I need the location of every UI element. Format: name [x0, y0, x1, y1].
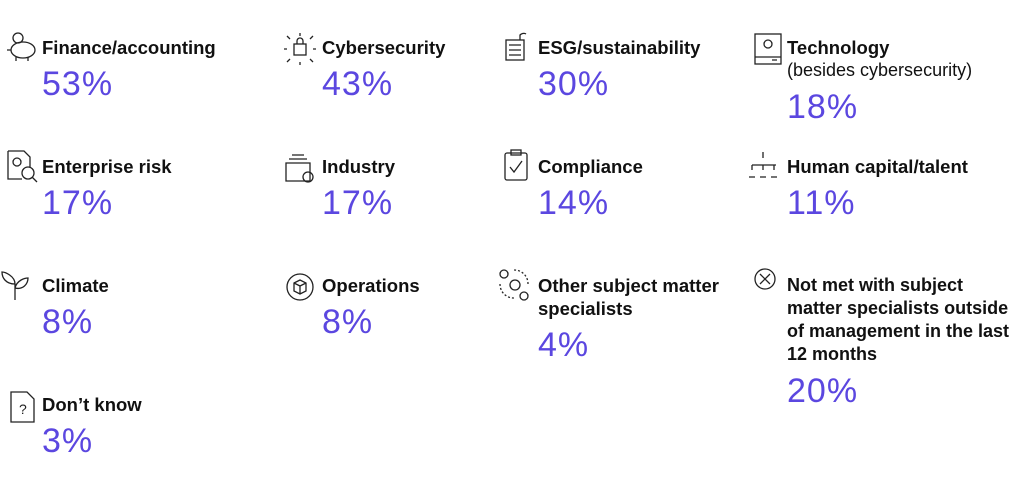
item: Operations 8%	[322, 274, 420, 341]
icon	[284, 33, 316, 65]
sublabel: (besides cybersecurity)	[787, 60, 973, 80]
item: Climate 8%	[42, 274, 109, 341]
item: Finance/accounting 53%	[42, 36, 216, 103]
label: Finance/accounting	[42, 37, 216, 58]
label: Enterprise risk	[42, 156, 172, 177]
label: ESG/sustainability	[538, 37, 701, 58]
label: Other subject matter specialists	[538, 275, 719, 319]
label: Operations	[322, 275, 420, 296]
label: Technology	[787, 37, 890, 58]
item: Industry 17%	[322, 155, 395, 222]
icon	[7, 150, 38, 183]
value: 20%	[787, 372, 859, 410]
icon	[749, 152, 777, 178]
icon: ?	[10, 391, 35, 423]
value: 30%	[538, 65, 610, 103]
label: Don’t know	[42, 394, 142, 415]
icon	[7, 32, 36, 61]
label: Cybersecurity	[322, 37, 446, 58]
item: Enterprise risk 17%	[42, 155, 172, 222]
item: ESG/sustainability 30%	[538, 36, 700, 103]
item: Compliance 14%	[538, 155, 643, 222]
item: Human capital/talent 11%	[787, 155, 968, 222]
icon	[754, 268, 776, 290]
value: 14%	[538, 184, 610, 222]
value: 18%	[787, 88, 859, 126]
icon	[504, 149, 528, 181]
label: Human capital/talent	[787, 156, 968, 177]
icon	[754, 33, 782, 65]
label: Not met with subject matter specialists …	[787, 275, 1010, 364]
label: Compliance	[538, 156, 643, 177]
value: 53%	[42, 65, 114, 103]
value: 4%	[538, 326, 590, 364]
value: 8%	[322, 303, 374, 341]
value: 3%	[42, 422, 94, 460]
item: Technology (besides cybersecurity) 18%	[787, 36, 972, 126]
item: Other subject matter specialists 4%	[538, 274, 728, 364]
label: Industry	[322, 156, 395, 177]
value: 8%	[42, 303, 94, 341]
item: Cybersecurity 43%	[322, 36, 445, 103]
value: 17%	[42, 184, 114, 222]
value: 11%	[787, 184, 856, 222]
value: 17%	[322, 184, 394, 222]
icon	[286, 273, 314, 301]
svg-text:?: ?	[19, 401, 27, 417]
item: Don’t know 3%	[42, 393, 142, 460]
label: Climate	[42, 275, 109, 296]
icon	[285, 154, 314, 183]
value: 43%	[322, 65, 394, 103]
item: Not met with subject matter specialists …	[787, 274, 1023, 410]
icon	[505, 32, 527, 61]
icon	[1, 271, 29, 300]
icon	[499, 269, 529, 301]
